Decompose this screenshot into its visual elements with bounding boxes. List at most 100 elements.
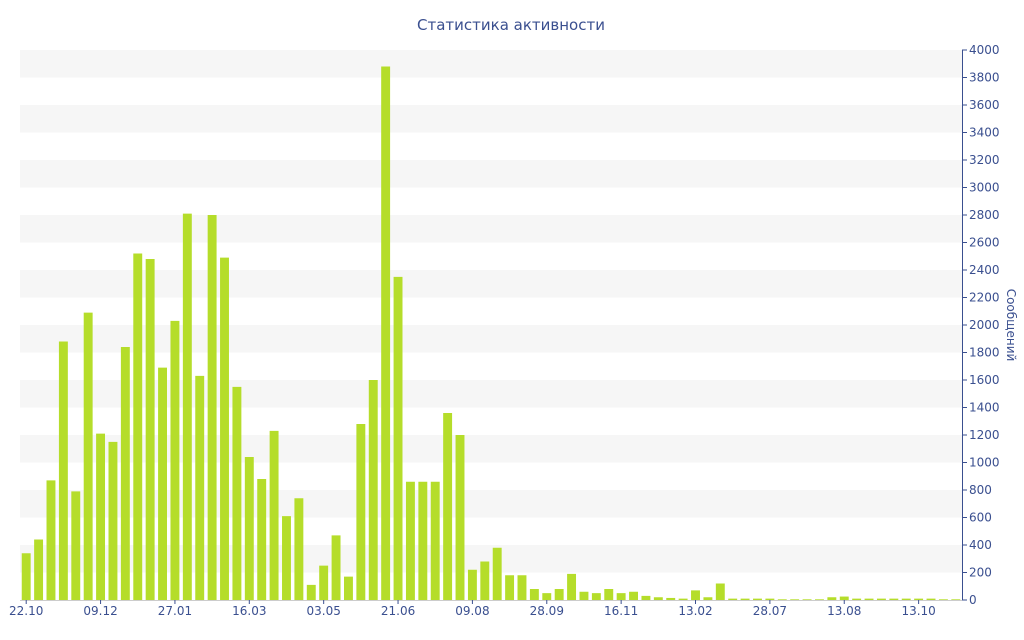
x-tick-label: 21.06 [381,604,415,618]
bar [182,213,192,601]
bar [728,598,738,601]
bar [604,589,614,600]
bar [815,599,824,600]
bar [492,547,502,600]
y-axis-ticks: 0 200 400 600 800 1000 1200 1400 1600 1800 2000 220… [962,43,1000,607]
bar [257,479,267,600]
bar [542,593,552,601]
y-tick-label: 400 [969,538,992,552]
bar [529,589,539,600]
y-tick-label: 800 [969,483,992,497]
y-tick-label: 3400 [969,126,1000,140]
bar [319,565,329,601]
bar [418,481,428,600]
bar [901,598,911,601]
y-tick-label: 1400 [969,401,1000,415]
bar [96,433,106,601]
bar [368,380,378,600]
bars [21,66,961,601]
bar [480,561,490,600]
bar [926,598,936,601]
grid-band [20,160,962,188]
y-tick-label: 600 [969,511,992,525]
bar [616,593,626,601]
bar [653,597,663,600]
y-axis-title: Сообщений [1004,289,1018,362]
grid-band [20,105,962,133]
bar [467,569,477,600]
bar [715,583,725,600]
bar [505,575,515,600]
x-tick-label: 27.01 [158,604,192,618]
bar [740,598,750,601]
y-tick-label: 0 [969,593,977,607]
bar [579,591,589,600]
bar [195,375,205,601]
y-tick-label: 1200 [969,428,1000,442]
bar [455,435,465,600]
bar [120,347,130,600]
bar [34,539,44,600]
x-tick-label: 09.08 [455,604,489,618]
bar [753,598,762,601]
bar [282,516,291,601]
x-tick-label: 16.03 [232,604,266,618]
bar [430,481,440,600]
bar [839,596,849,600]
bar [629,591,638,600]
bar [356,424,366,600]
bar [691,590,700,601]
bar [158,367,167,601]
bar [554,589,564,600]
bar [703,597,713,600]
y-tick-label: 4000 [969,43,1000,57]
x-axis-ticks: 22.10 09.12 27.01 16.03 03.05 21.06 09.08 28.09… [9,600,962,618]
y-tick-label: 2800 [969,208,1000,222]
grid-band [20,50,962,78]
bar [666,597,676,600]
y-tick-label: 2600 [969,236,1000,250]
x-tick-label: 13.10 [901,604,935,618]
grid-band [20,215,962,243]
bar [393,276,403,601]
bar [133,253,143,600]
x-tick-label: 28.09 [530,604,564,618]
bar [232,386,242,601]
grid-band [20,325,962,353]
bar [331,535,341,601]
y-tick-label: 1800 [969,346,1000,360]
bar [938,599,948,600]
bar [641,595,651,601]
x-tick-label: 22.10 [9,604,43,618]
y-tick-label: 1600 [969,373,1000,387]
bar [381,66,391,600]
bar [827,597,837,600]
bar [852,598,862,601]
bar [790,599,800,600]
y-tick-label: 3800 [969,71,1000,85]
bar [83,312,93,601]
bar [108,441,118,601]
bar [591,593,601,601]
y-tick-label: 200 [969,566,992,580]
x-tick-label: 09.12 [83,604,117,618]
x-tick-label: 03.05 [306,604,340,618]
bar [21,553,31,600]
y-tick-label: 3200 [969,153,1000,167]
y-tick-label: 1000 [969,456,1000,470]
bar [71,491,81,601]
bar [765,598,775,601]
bar [567,573,577,601]
y-tick-label: 3600 [969,98,1000,112]
bar [802,599,812,600]
bar [244,457,254,600]
bar [864,598,874,601]
y-tick-label: 2000 [969,318,1000,332]
bar [58,341,68,600]
x-tick-label: 13.02 [678,604,712,618]
bar [306,584,316,601]
bar [876,598,886,601]
bar [294,498,304,600]
bar [405,481,415,600]
